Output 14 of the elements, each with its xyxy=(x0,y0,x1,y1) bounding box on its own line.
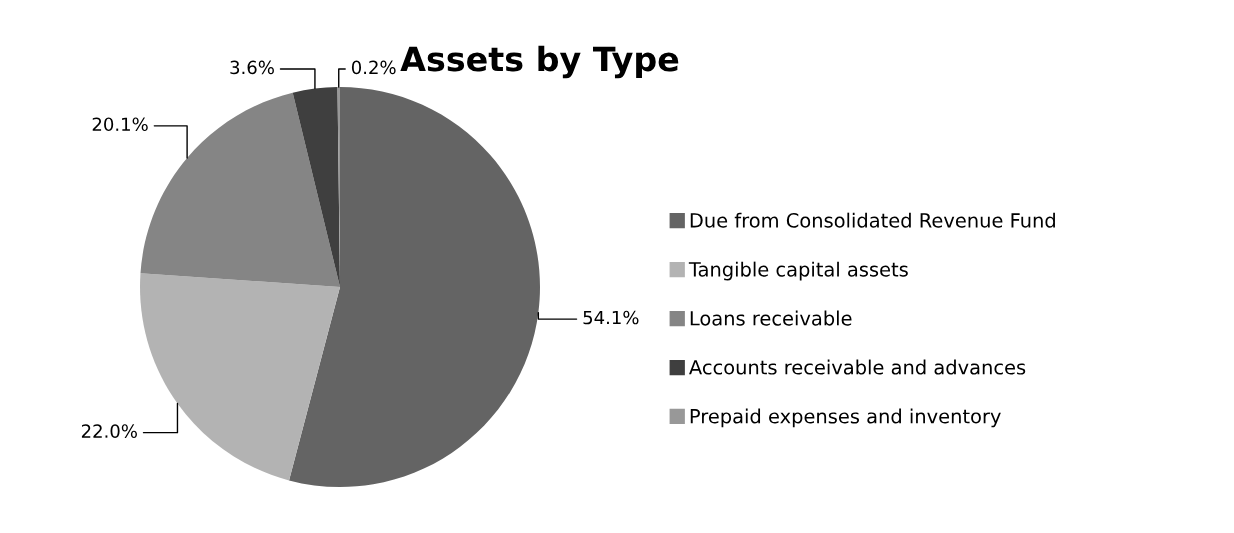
legend-label: Prepaid expenses and inventory xyxy=(690,408,1001,428)
legend-label: Tangible capital assets xyxy=(688,261,908,281)
data-label: 0.2% xyxy=(351,60,396,75)
pie-slice xyxy=(292,87,340,287)
data-label: 54.1% xyxy=(583,310,639,325)
data-label: 22.0% xyxy=(81,424,137,438)
data-label: 3.6% xyxy=(230,60,274,75)
legend-label: Due from Consolidated Revenue Fund xyxy=(690,212,1055,228)
legend-label: Accounts receivable and advances xyxy=(689,359,1026,375)
legend-label: Loans receivable xyxy=(690,310,852,326)
chart-title: Assets by Type xyxy=(400,45,679,79)
pie-slice xyxy=(289,87,540,487)
data-label: 20.1% xyxy=(92,117,148,132)
pie-slice xyxy=(140,273,340,481)
